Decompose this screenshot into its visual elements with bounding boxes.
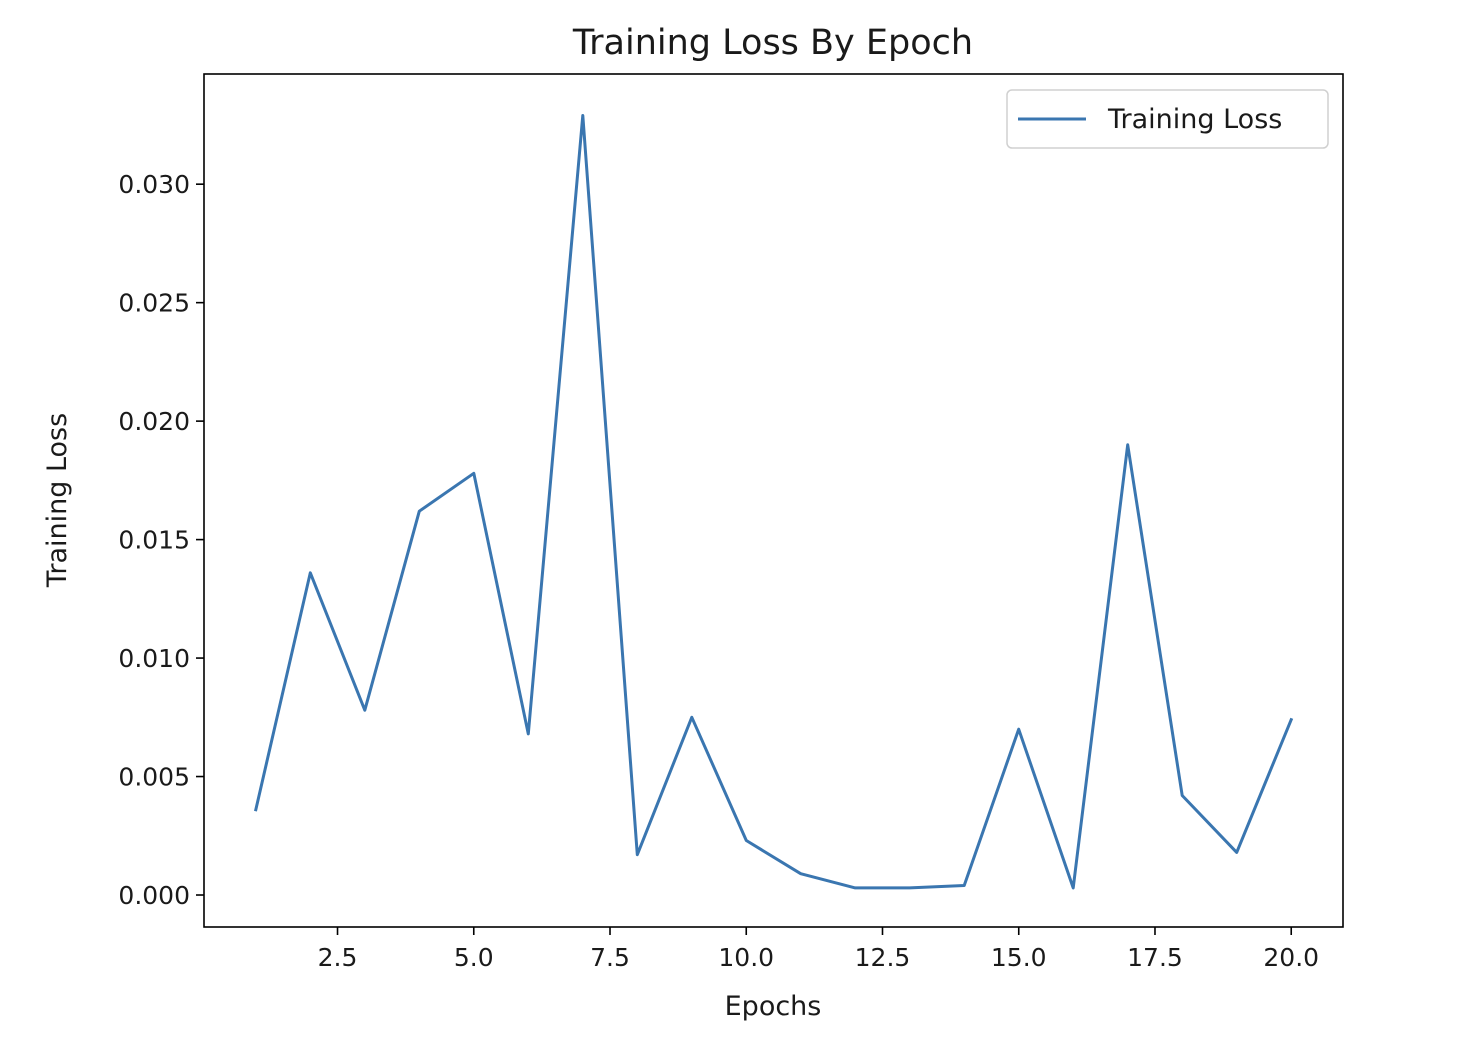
data-point — [418, 510, 421, 513]
y-tick-label: 0.020 — [118, 407, 190, 436]
y-tick-label: 0.030 — [118, 170, 190, 199]
data-point — [745, 839, 748, 842]
data-point — [581, 114, 584, 117]
y-tick-label: 0.000 — [118, 881, 190, 910]
y-tick-label: 0.005 — [118, 763, 190, 792]
plot-frame — [203, 73, 1344, 928]
data-point — [472, 472, 475, 475]
data-point — [636, 853, 639, 856]
legend-entry-training-loss: Training Loss — [1107, 104, 1282, 135]
data-point — [1181, 794, 1184, 797]
data-point — [363, 709, 366, 712]
legend: Training Loss — [1006, 89, 1329, 149]
x-tick-label: 10.0 — [718, 943, 774, 972]
chart-title: Training Loss By Epoch — [572, 23, 973, 63]
x-tick-label: 20.0 — [1263, 943, 1319, 972]
x-axis-label: Epochs — [725, 991, 822, 1022]
data-point — [908, 886, 911, 889]
series-line-training-loss — [254, 114, 1294, 890]
y-tick-label: 0.010 — [118, 644, 190, 673]
series-layer — [254, 114, 1294, 890]
data-point — [254, 808, 257, 811]
data-point — [1072, 886, 1075, 889]
x-tick-label: 17.5 — [1127, 943, 1183, 972]
x-tick-label: 2.5 — [318, 943, 358, 972]
y-tick-label: 0.015 — [118, 526, 190, 555]
data-point — [1017, 728, 1020, 731]
data-point — [527, 732, 530, 735]
data-point — [309, 571, 312, 574]
y-axis: 0.000 0.005 0.010 0.015 0.020 0.025 0.030 — [118, 170, 204, 910]
x-tick-label: 5.0 — [454, 943, 494, 972]
data-point — [1126, 443, 1129, 446]
legend-box — [1006, 89, 1329, 149]
data-point — [690, 716, 693, 719]
data-point — [854, 886, 857, 889]
x-tick-label: 7.5 — [590, 943, 630, 972]
plot-area: 2.5 5.0 7.5 10.0 12.5 15.0 17.5 20.0 0.000 0.005… — [118, 73, 1344, 972]
data-point — [799, 872, 802, 875]
x-tick-label: 12.5 — [855, 943, 911, 972]
data-point — [963, 884, 966, 887]
data-point — [1290, 718, 1293, 721]
y-tick-label: 0.025 — [118, 289, 190, 318]
x-tick-label: 15.0 — [991, 943, 1047, 972]
data-point — [1235, 851, 1238, 854]
y-axis-label: Training Loss — [42, 413, 73, 588]
x-axis: 2.5 5.0 7.5 10.0 12.5 15.0 17.5 20.0 — [318, 927, 1319, 972]
